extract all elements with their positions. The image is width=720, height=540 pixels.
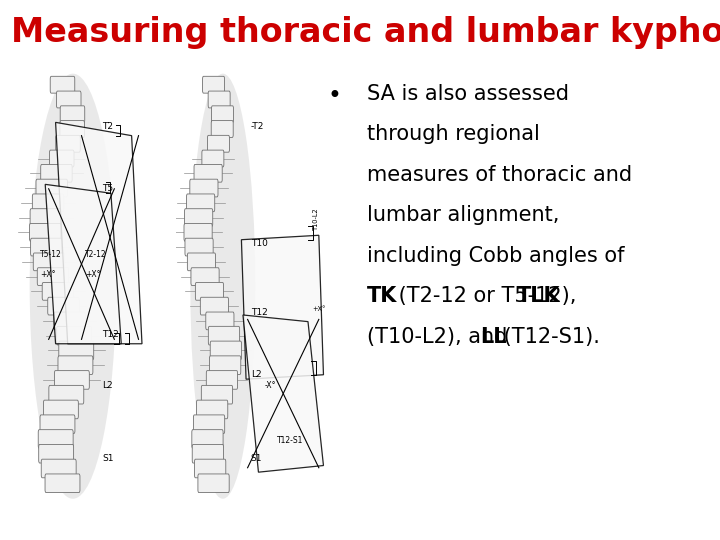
FancyBboxPatch shape <box>186 194 215 212</box>
FancyBboxPatch shape <box>59 341 94 360</box>
FancyBboxPatch shape <box>200 297 228 315</box>
FancyBboxPatch shape <box>41 459 76 478</box>
Text: L2: L2 <box>251 370 261 379</box>
FancyBboxPatch shape <box>39 444 73 463</box>
Ellipse shape <box>190 73 256 499</box>
FancyBboxPatch shape <box>32 194 64 212</box>
FancyBboxPatch shape <box>212 106 233 123</box>
FancyBboxPatch shape <box>36 179 68 197</box>
FancyBboxPatch shape <box>55 370 89 389</box>
Polygon shape <box>55 123 142 344</box>
FancyBboxPatch shape <box>38 430 73 448</box>
FancyBboxPatch shape <box>208 326 240 345</box>
FancyBboxPatch shape <box>194 165 222 182</box>
FancyBboxPatch shape <box>192 430 223 448</box>
Text: (T12-S1).: (T12-S1). <box>497 327 600 347</box>
Text: T12-S1: T12-S1 <box>277 436 303 446</box>
FancyBboxPatch shape <box>30 238 62 256</box>
FancyBboxPatch shape <box>50 76 75 93</box>
FancyBboxPatch shape <box>185 238 213 256</box>
Text: T10-L2: T10-L2 <box>312 207 319 229</box>
FancyBboxPatch shape <box>45 474 80 492</box>
FancyBboxPatch shape <box>191 268 219 286</box>
Text: (T10-L2), and: (T10-L2), and <box>367 327 514 347</box>
Polygon shape <box>241 235 323 379</box>
FancyBboxPatch shape <box>198 474 229 492</box>
FancyBboxPatch shape <box>202 386 233 404</box>
FancyBboxPatch shape <box>195 282 223 300</box>
FancyBboxPatch shape <box>60 120 84 137</box>
FancyBboxPatch shape <box>210 356 240 374</box>
FancyBboxPatch shape <box>56 91 81 108</box>
Text: +X°: +X° <box>40 271 55 279</box>
FancyBboxPatch shape <box>207 136 230 152</box>
Text: •: • <box>328 84 341 107</box>
FancyBboxPatch shape <box>30 224 61 241</box>
Text: S1: S1 <box>251 454 262 463</box>
Text: T2-12: T2-12 <box>85 251 107 259</box>
Polygon shape <box>45 184 121 344</box>
FancyBboxPatch shape <box>49 386 84 404</box>
FancyBboxPatch shape <box>190 179 218 197</box>
FancyBboxPatch shape <box>33 253 65 271</box>
Text: T5: T5 <box>102 184 113 193</box>
FancyBboxPatch shape <box>37 268 68 286</box>
Text: through regional: through regional <box>367 124 540 144</box>
Text: lumbar alignment,: lumbar alignment, <box>367 205 559 225</box>
FancyBboxPatch shape <box>194 459 226 478</box>
FancyBboxPatch shape <box>192 444 223 463</box>
FancyBboxPatch shape <box>42 282 73 300</box>
FancyBboxPatch shape <box>41 165 72 182</box>
Text: -T2: -T2 <box>251 122 264 131</box>
FancyBboxPatch shape <box>207 370 238 389</box>
FancyBboxPatch shape <box>60 106 85 123</box>
Text: T10: T10 <box>251 239 268 248</box>
FancyBboxPatch shape <box>210 341 241 360</box>
FancyBboxPatch shape <box>197 400 228 418</box>
FancyBboxPatch shape <box>40 415 75 434</box>
FancyBboxPatch shape <box>50 150 74 167</box>
Text: LL: LL <box>480 327 507 347</box>
Text: T12: T12 <box>251 308 267 317</box>
FancyBboxPatch shape <box>194 415 225 434</box>
Text: +X°: +X° <box>312 306 326 312</box>
FancyBboxPatch shape <box>57 326 91 345</box>
Text: Measuring thoracic and lumbar kyphosis: Measuring thoracic and lumbar kyphosis <box>11 16 720 49</box>
FancyBboxPatch shape <box>54 312 85 330</box>
FancyBboxPatch shape <box>184 209 212 226</box>
Text: T12: T12 <box>102 330 119 339</box>
Text: measures of thoracic and: measures of thoracic and <box>367 165 632 185</box>
FancyBboxPatch shape <box>55 136 80 152</box>
FancyBboxPatch shape <box>187 253 215 271</box>
Text: -X°: -X° <box>265 381 276 390</box>
FancyBboxPatch shape <box>48 297 79 315</box>
Text: TLK: TLK <box>517 286 561 306</box>
FancyBboxPatch shape <box>30 209 62 226</box>
FancyBboxPatch shape <box>43 400 78 418</box>
Text: (T2-12 or T5-12),: (T2-12 or T5-12), <box>392 286 582 306</box>
Text: including Cobb angles of: including Cobb angles of <box>367 246 625 266</box>
Text: +X°: +X° <box>85 271 101 279</box>
FancyBboxPatch shape <box>58 356 93 374</box>
FancyBboxPatch shape <box>184 224 212 241</box>
FancyBboxPatch shape <box>211 120 233 137</box>
Text: S1: S1 <box>102 454 114 463</box>
FancyBboxPatch shape <box>206 312 234 330</box>
Text: TK: TK <box>367 286 397 306</box>
Text: T2: T2 <box>102 122 113 131</box>
FancyBboxPatch shape <box>202 76 225 93</box>
Text: L2: L2 <box>102 381 113 390</box>
Text: T5-12: T5-12 <box>40 251 62 259</box>
Polygon shape <box>243 315 323 472</box>
Text: SA is also assessed: SA is also assessed <box>367 84 570 104</box>
Ellipse shape <box>30 73 116 499</box>
FancyBboxPatch shape <box>202 150 224 167</box>
FancyBboxPatch shape <box>208 91 230 108</box>
